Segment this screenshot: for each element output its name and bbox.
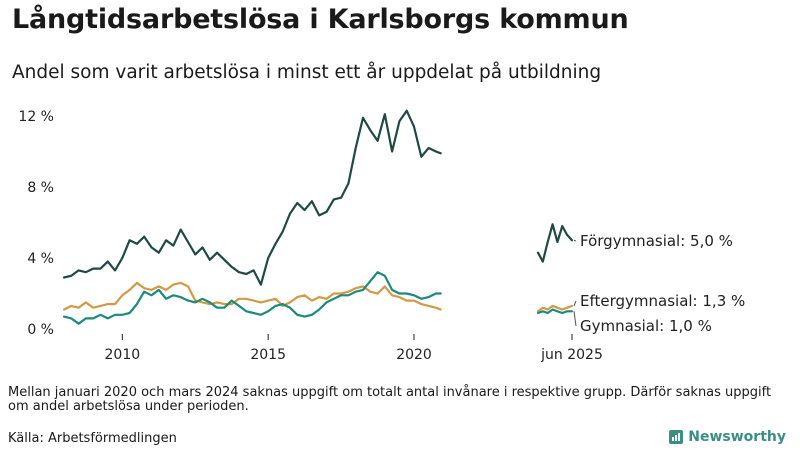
- y-tick-label: 0 %: [27, 322, 54, 338]
- series-line-gymnasial: [536, 308, 574, 315]
- x-tick-label: jun 2025: [540, 347, 603, 363]
- series-end-label: Eftergymnasial: 1,3 %: [580, 292, 745, 310]
- chart-source: Källa: Arbetsförmedlingen: [8, 431, 177, 446]
- end-label-leader: [573, 239, 577, 242]
- chart-note: Mellan januari 2020 och mars 2024 saknas…: [8, 385, 772, 414]
- chart-title: Långtidsarbetslösa i Karlsborgs kommun: [12, 4, 629, 35]
- series-line-förgymnasial: [62, 109, 442, 286]
- end-label-leader: [573, 311, 577, 327]
- brand-name: Newsworthy: [688, 429, 786, 445]
- end-label-leader: [573, 300, 577, 307]
- series-line-eftergymnasial: [536, 304, 574, 313]
- series-line-eftergymnasial: [62, 281, 442, 311]
- brand-logo: Newsworthy: [669, 429, 786, 445]
- newsworthy-logo-icon: [669, 430, 684, 444]
- series-end-label: Gymnasial: 1,0 %: [580, 317, 712, 335]
- x-tick-label: 2010: [105, 347, 141, 363]
- series-end-label: Förgymnasial: 5,0 %: [580, 232, 733, 250]
- series-line-gymnasial: [62, 271, 442, 325]
- x-tick-label: 2015: [250, 347, 286, 363]
- x-tick-label: 2020: [396, 347, 432, 363]
- chart-subtitle: Andel som varit arbetslösa i minst ett å…: [12, 62, 602, 83]
- y-tick-label: 8 %: [27, 180, 54, 196]
- y-tick-label: 12 %: [18, 109, 54, 125]
- series-line-förgymnasial: [536, 223, 574, 263]
- line-chart: 0 % 4 % 8 % 12 % 2010 2015 2020 jun 2025 Förgymn…: [18, 109, 745, 363]
- y-tick-label: 4 %: [27, 251, 54, 267]
